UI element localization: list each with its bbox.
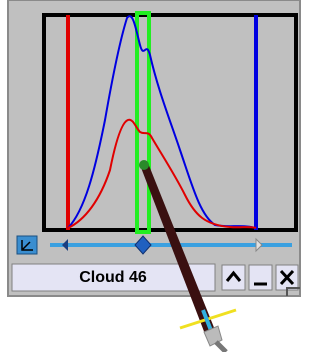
minimize-button[interactable] <box>249 265 272 290</box>
up-button[interactable] <box>222 265 245 290</box>
widget: Cloud 46 <box>0 0 307 352</box>
cloud-title: Cloud 46 <box>79 269 147 286</box>
page: Cloud 46 (() => { const data = JSON.pars… <box>0 0 307 352</box>
wand-handle <box>216 342 226 352</box>
wand-tip <box>139 160 149 170</box>
